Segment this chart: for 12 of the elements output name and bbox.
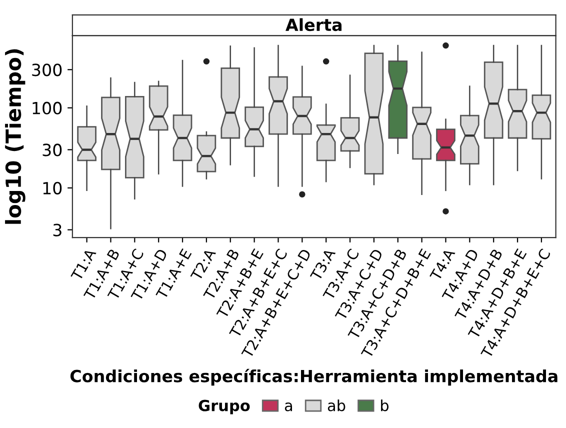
chart-title: Alerta [286,18,342,32]
y-tick-label: 3 [53,224,62,236]
y-tick-label: 10 [43,182,62,194]
x-axis-title: Condiciones específicas:Herramienta implementada [70,368,558,386]
y-axis-title: log10 (Tiempo) [5,49,26,224]
y-tick-label: 300 [32,64,62,76]
y-tick-label: 30 [42,144,62,156]
legend-title: Grupo [198,400,250,414]
legend-label: ab [328,399,346,412]
legend-label: a [284,402,292,412]
y-tick-label: 100 [32,102,62,114]
legend-label: b [381,399,389,412]
